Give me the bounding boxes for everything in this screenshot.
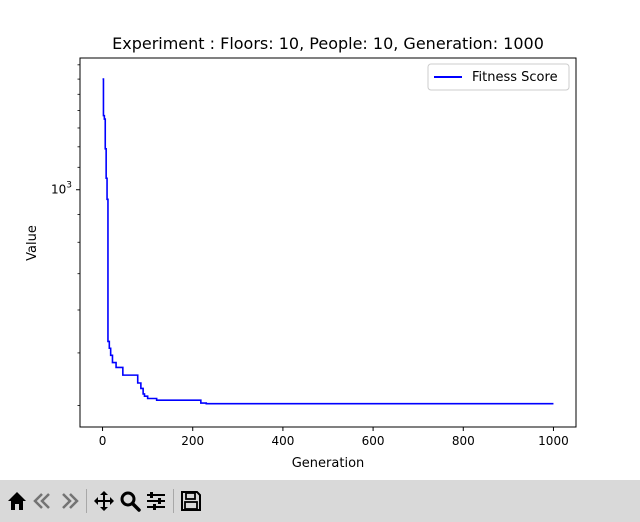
axes-frame: [79, 57, 577, 428]
pan-button[interactable]: [91, 486, 117, 516]
figure-canvas: Experiment : Floors: 10, People: 10, Gen…: [25, 34, 577, 471]
home-button[interactable]: [4, 486, 30, 516]
zoom-button[interactable]: [117, 486, 143, 516]
back-arrow-icon: [33, 493, 50, 509]
save-button[interactable]: [178, 486, 204, 516]
x-tick-label: 0: [99, 434, 107, 448]
toolbar-separator: [86, 489, 87, 513]
sliders-icon: [147, 492, 165, 510]
magnifier-icon: [120, 491, 141, 512]
configure-subplots-button[interactable]: [143, 486, 169, 516]
legend-label-fitness-score: Fitness Score: [472, 70, 558, 85]
floppy-disk-icon: [181, 491, 201, 511]
forward-button[interactable]: [56, 486, 82, 516]
x-tick-label: 200: [181, 434, 204, 448]
x-tick-label: 400: [271, 434, 294, 448]
chart-title: Experiment : Floors: 10, People: 10, Gen…: [112, 34, 544, 53]
x-tick-label: 800: [452, 434, 475, 448]
navigation-toolbar: [0, 480, 640, 522]
x-axis-label: Generation: [292, 456, 365, 471]
y-axis-label: Value: [25, 225, 40, 261]
x-tick-label: 600: [362, 434, 385, 448]
move-icon: [94, 491, 114, 511]
home-icon: [8, 492, 26, 510]
back-button[interactable]: [30, 486, 56, 516]
forward-arrow-icon: [62, 493, 79, 509]
x-tick-label: 1000: [538, 434, 569, 448]
toolbar-separator: [173, 489, 174, 513]
series-line-fitness-score: [102, 78, 554, 405]
legend: Fitness Score: [427, 63, 570, 91]
legend-box: [427, 63, 570, 91]
